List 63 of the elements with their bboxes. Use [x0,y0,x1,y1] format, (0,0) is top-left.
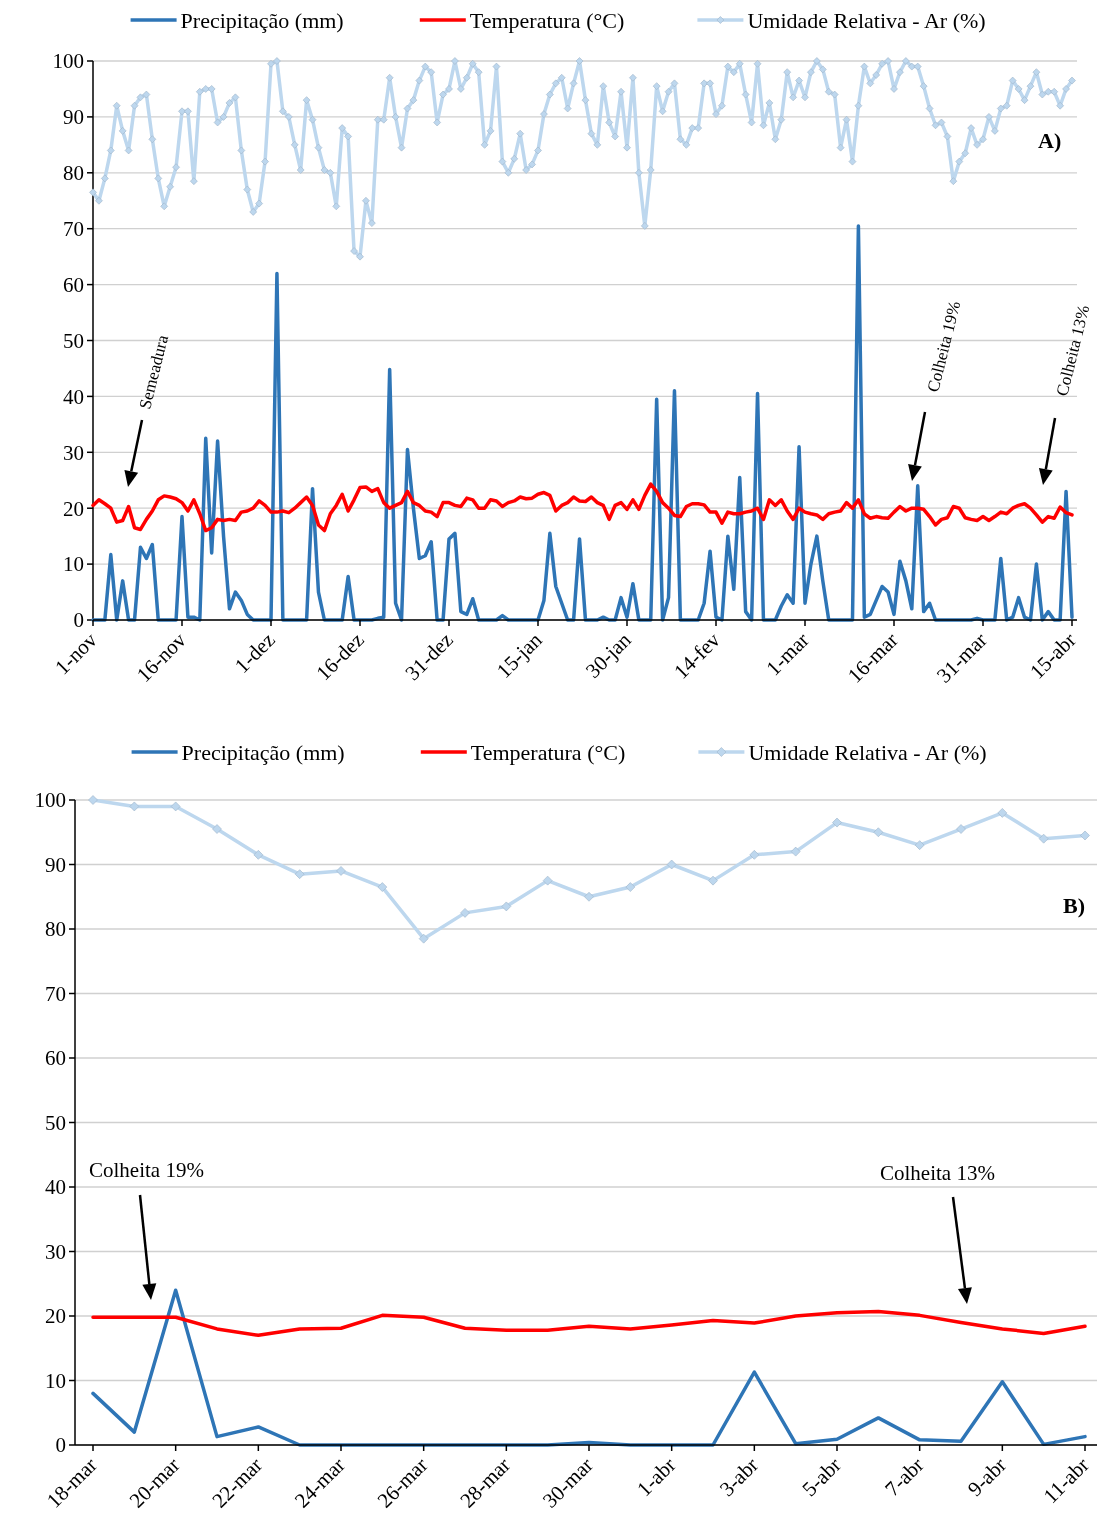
legend-label: Umidade Relativa - Ar (%) [748,739,987,765]
y-tick-label: 0 [55,1433,66,1458]
point [253,850,264,860]
line-series [91,1309,1087,1338]
y-tick-label: 50 [63,328,84,353]
y-tick-label: 60 [45,1046,66,1071]
point [294,869,305,879]
y-tick-label: 50 [45,1110,66,1135]
y-tick-label: 10 [63,552,84,577]
legend-label: Umidade Relativa - Ar (%) [747,7,986,33]
annotation: Colheita 19% [89,1158,204,1182]
point [666,859,677,870]
point [377,882,388,892]
y-tick-label: 70 [63,217,84,242]
y-tick-label: 80 [63,161,84,186]
point [749,850,760,860]
legend-label: Temperatura (°C) [469,7,625,33]
y-tick-label: 100 [34,788,66,813]
annotation: Semeadura [135,332,173,411]
legend-label: Precipitação (mm) [181,739,345,765]
legend-label: Precipitação (mm) [180,7,344,33]
y-tick-label: 10 [45,1368,66,1393]
y-tick-label: 30 [63,440,84,465]
y-tick-label: 100 [52,49,84,74]
y-tick-label: 20 [45,1304,66,1329]
y-tick-label: 20 [63,496,84,521]
point [170,801,181,812]
point [708,875,718,886]
line-series [91,482,1074,533]
point [832,817,842,828]
point [914,840,925,850]
point [212,824,222,834]
y-tick-label: 0 [73,608,84,633]
point [1080,830,1090,841]
point [336,866,346,876]
y-tick-label: 70 [45,981,66,1006]
point [460,908,470,918]
point [956,824,966,834]
annotation: Colheita 13% [1052,303,1094,398]
point [129,801,140,812]
legend-label: Temperatura (°C) [470,739,626,765]
point [418,933,429,944]
point [1038,833,1049,844]
annotation: B) [1063,893,1085,918]
y-tick-label: 60 [63,272,84,297]
point [501,901,512,912]
y-tick-label: 90 [45,852,66,877]
y-tick-label: 90 [63,105,84,130]
point [625,882,636,892]
y-tick-label: 40 [63,384,84,409]
annotation: Colheita 19% [923,299,965,394]
y-tick-label: 30 [45,1239,66,1264]
point [873,827,884,838]
y-tick-label: 40 [45,1175,66,1200]
point [584,891,594,902]
point [542,875,553,886]
line-series [91,1288,1087,1447]
annotation: Colheita 13% [880,1161,995,1185]
annotation: A) [1038,128,1062,153]
point [790,846,801,857]
point [88,795,98,805]
y-tick-label: 80 [45,917,66,942]
point [997,808,1008,818]
